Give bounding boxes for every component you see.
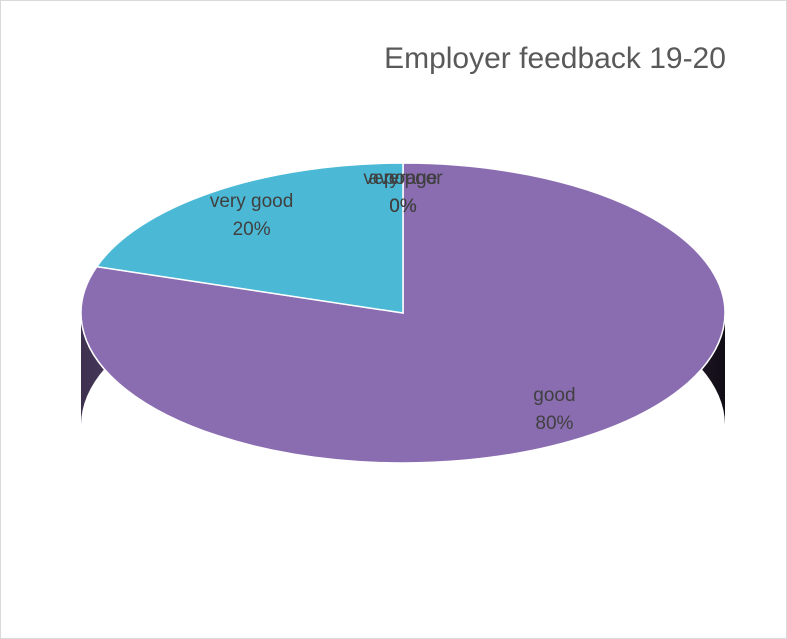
data-label-name: average	[369, 168, 438, 189]
pie-slice	[95, 162, 404, 314]
data-label-name: very good	[210, 191, 293, 212]
data-label-value: 0%	[389, 196, 417, 217]
data-label-name: poor	[384, 168, 423, 189]
chart-title: Employer feedback 19-20	[384, 42, 726, 75]
data-label-value: 80%	[535, 413, 573, 434]
data-label-value: 0%	[389, 196, 417, 217]
data-label-value: 20%	[233, 219, 271, 240]
data-label-value: 0%	[389, 196, 417, 217]
data-label-name: good	[533, 385, 575, 406]
data-label-name: very poor	[363, 168, 443, 189]
